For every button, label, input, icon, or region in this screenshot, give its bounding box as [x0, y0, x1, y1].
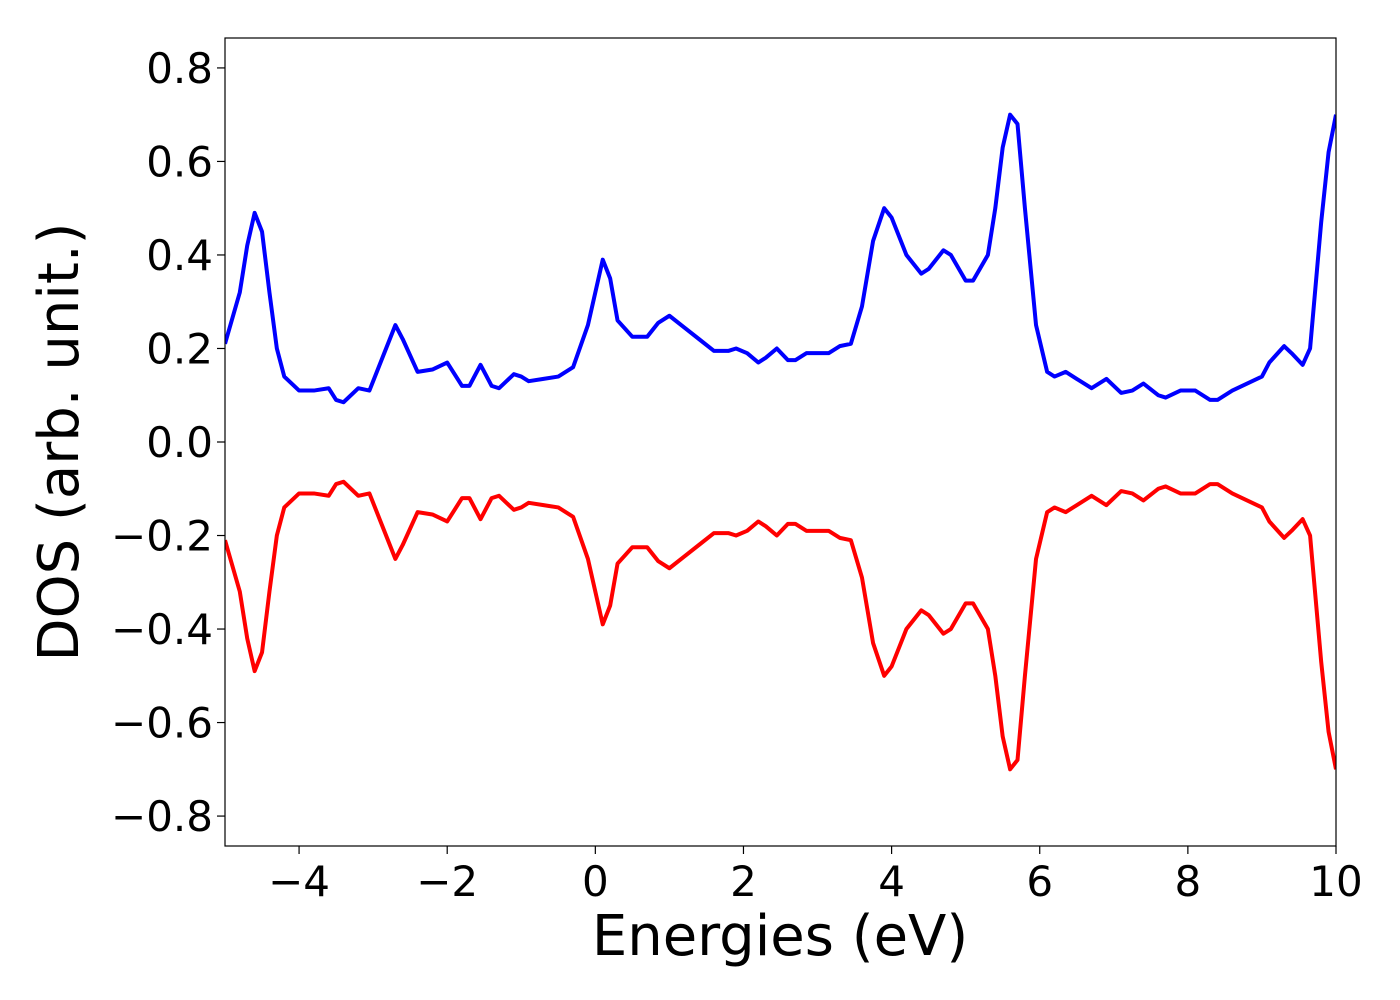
y-tick-label: 0.2 — [146, 324, 213, 373]
y-tick-label: 0.0 — [146, 418, 213, 467]
plot-frame — [224, 37, 1337, 847]
y-tick-label: 0.4 — [146, 231, 213, 280]
y-tick-label: 0.6 — [146, 137, 213, 186]
series-line — [225, 479, 1336, 772]
y-axis-label: DOS (arb. unit.) — [27, 222, 92, 661]
y-tick-label: −0.8 — [111, 792, 213, 841]
x-tick-label: 2 — [730, 857, 757, 906]
x-tick-label: 10 — [1309, 857, 1362, 906]
plot-lines — [225, 112, 1336, 772]
y-tick-label: −0.4 — [111, 605, 213, 654]
x-tick-label: 8 — [1174, 857, 1201, 906]
x-tick-label: 0 — [582, 857, 609, 906]
y-tick-label: −0.2 — [111, 512, 213, 561]
x-tick-label: 6 — [1026, 857, 1053, 906]
x-axis-label: Energies (eV) — [592, 904, 968, 969]
x-tick-label: −2 — [416, 857, 478, 906]
y-tick-label: −0.6 — [111, 699, 213, 748]
x-tick-label: 4 — [878, 857, 905, 906]
series-line — [225, 112, 1336, 405]
y-tick-label: 0.8 — [146, 44, 213, 93]
x-tick-label: −4 — [268, 857, 330, 906]
